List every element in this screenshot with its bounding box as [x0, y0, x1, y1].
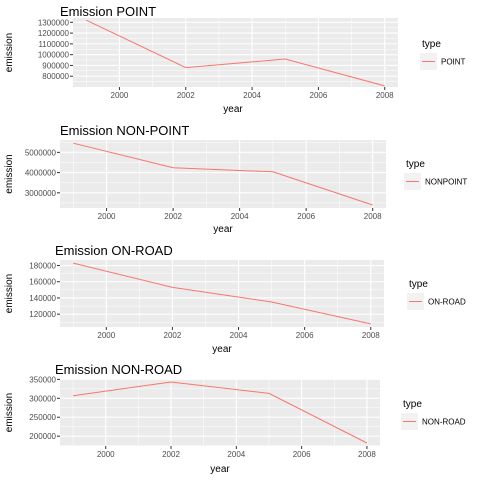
chart-title: Emission NON-ROAD: [55, 362, 182, 377]
legend-entry: NONPOINT: [425, 178, 467, 187]
series-line: [73, 142, 373, 206]
x-tick-label: 2004: [231, 212, 249, 221]
chart-title: Emission ON-ROAD: [55, 243, 173, 258]
y-tick-label: 4000000: [25, 169, 57, 178]
chart-1: Emission POINT 2000 2002 2004 2006 2008 800000…: [4, 4, 466, 115]
x-axis-label: year: [223, 104, 243, 115]
x-tick-label: 2004: [227, 450, 245, 459]
plot-panel: [73, 18, 398, 87]
chart-title: Emission POINT: [60, 4, 156, 19]
x-tick-label: 2004: [243, 91, 261, 100]
x-tick-label: 2006: [310, 91, 328, 100]
legend-entry: NON-ROAD: [422, 418, 466, 427]
x-tick-label: 2000: [111, 91, 129, 100]
plot-panel: [60, 260, 384, 327]
y-tick-label: 1300000: [38, 18, 70, 27]
legend-title: type: [409, 279, 428, 290]
y-axis-label: emission: [4, 154, 15, 193]
y-tick-label: 900000: [42, 61, 69, 70]
x-tick-label: 2002: [162, 450, 180, 459]
x-tick-label: 2002: [164, 331, 182, 340]
y-tick-label: 300000: [29, 394, 56, 403]
series-line: [86, 19, 385, 87]
y-axis-label: emission: [4, 274, 15, 313]
x-tick-label: 2000: [98, 212, 116, 221]
x-tick-label: 2008: [358, 450, 376, 459]
y-tick-label: 180000: [29, 262, 56, 271]
legend-entry: POINT: [441, 58, 466, 67]
x-tick-label: 2008: [364, 212, 382, 221]
legend-entry: ON-ROAD: [428, 298, 466, 307]
x-axis-label: year: [213, 224, 233, 235]
legend-title: type: [406, 159, 425, 170]
chart-4: Emission NON-ROAD 2000 2002 2004 2006 2008 200…: [4, 362, 466, 475]
plot-panel: [60, 140, 386, 208]
legend-title: type: [403, 399, 422, 410]
y-tick-label: 1200000: [38, 29, 70, 38]
series-line: [73, 262, 371, 325]
y-tick-label: 140000: [29, 294, 56, 303]
x-tick-label: 2006: [297, 212, 315, 221]
chart-3: Emission ON-ROAD 2000 2002 2004 2006 2008 1200…: [4, 243, 466, 355]
chart-2: Emission NON-POINT 2000 2002 2004 2006 2008 30…: [4, 123, 467, 235]
x-tick-label: 2008: [376, 91, 394, 100]
x-tick-label: 2008: [362, 331, 380, 340]
y-tick-label: 1100000: [38, 40, 69, 49]
y-tick-label: 5000000: [25, 148, 57, 157]
x-tick-label: 2006: [293, 450, 311, 459]
y-axis-label: emission: [4, 33, 15, 72]
y-tick-label: 250000: [29, 413, 56, 422]
x-tick-label: 2000: [97, 450, 115, 459]
y-tick-label: 800000: [42, 72, 69, 81]
y-tick-label: 120000: [29, 310, 56, 319]
x-tick-label: 2000: [97, 331, 115, 340]
y-tick-label: 350000: [29, 375, 56, 384]
y-tick-label: 200000: [29, 432, 56, 441]
x-tick-label: 2002: [177, 91, 195, 100]
x-axis-label: year: [212, 344, 232, 355]
x-tick-label: 2004: [230, 331, 248, 340]
x-tick-label: 2006: [296, 331, 314, 340]
y-axis-label: emission: [4, 393, 15, 432]
chart-title: Emission NON-POINT: [60, 123, 189, 138]
series-line: [73, 381, 368, 444]
y-tick-label: 1000000: [38, 51, 70, 60]
y-tick-label: 160000: [29, 278, 56, 287]
y-tick-label: 3000000: [25, 189, 57, 198]
legend-title: type: [422, 39, 441, 50]
x-tick-label: 2002: [164, 212, 182, 221]
x-axis-label: year: [210, 464, 230, 475]
